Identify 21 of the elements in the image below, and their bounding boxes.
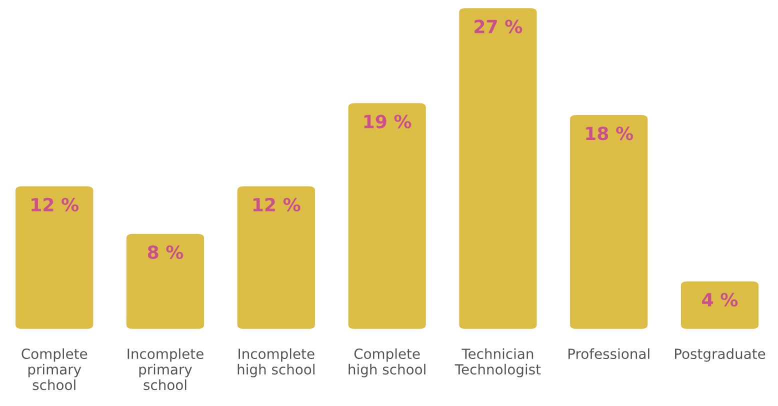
bar <box>237 186 315 329</box>
bar <box>348 103 426 329</box>
bar <box>126 234 204 329</box>
data-label: 12 % <box>253 198 300 212</box>
data-label: 12 % <box>32 198 79 212</box>
data-label: 27 % <box>474 20 522 34</box>
data-label: 19 % <box>364 114 412 128</box>
bar <box>680 281 759 329</box>
x-tick-label: Technician Technologist <box>454 348 541 378</box>
x-tick-label: Incomplete primary school <box>128 348 204 390</box>
data-label: 8 % <box>148 245 184 260</box>
x-tick-label: Incomplete high school <box>238 348 314 378</box>
x-tick-label: Postgraduate <box>675 348 766 362</box>
data-label: 4 % <box>702 292 738 307</box>
x-tick-label: Professional <box>568 348 650 360</box>
bar <box>570 115 648 329</box>
data-label: 18 % <box>586 126 634 140</box>
x-tick-label: Complete high school <box>348 348 426 378</box>
bar <box>16 186 94 329</box>
bar <box>459 8 537 329</box>
x-tick-label: Complete primary school <box>22 348 88 390</box>
